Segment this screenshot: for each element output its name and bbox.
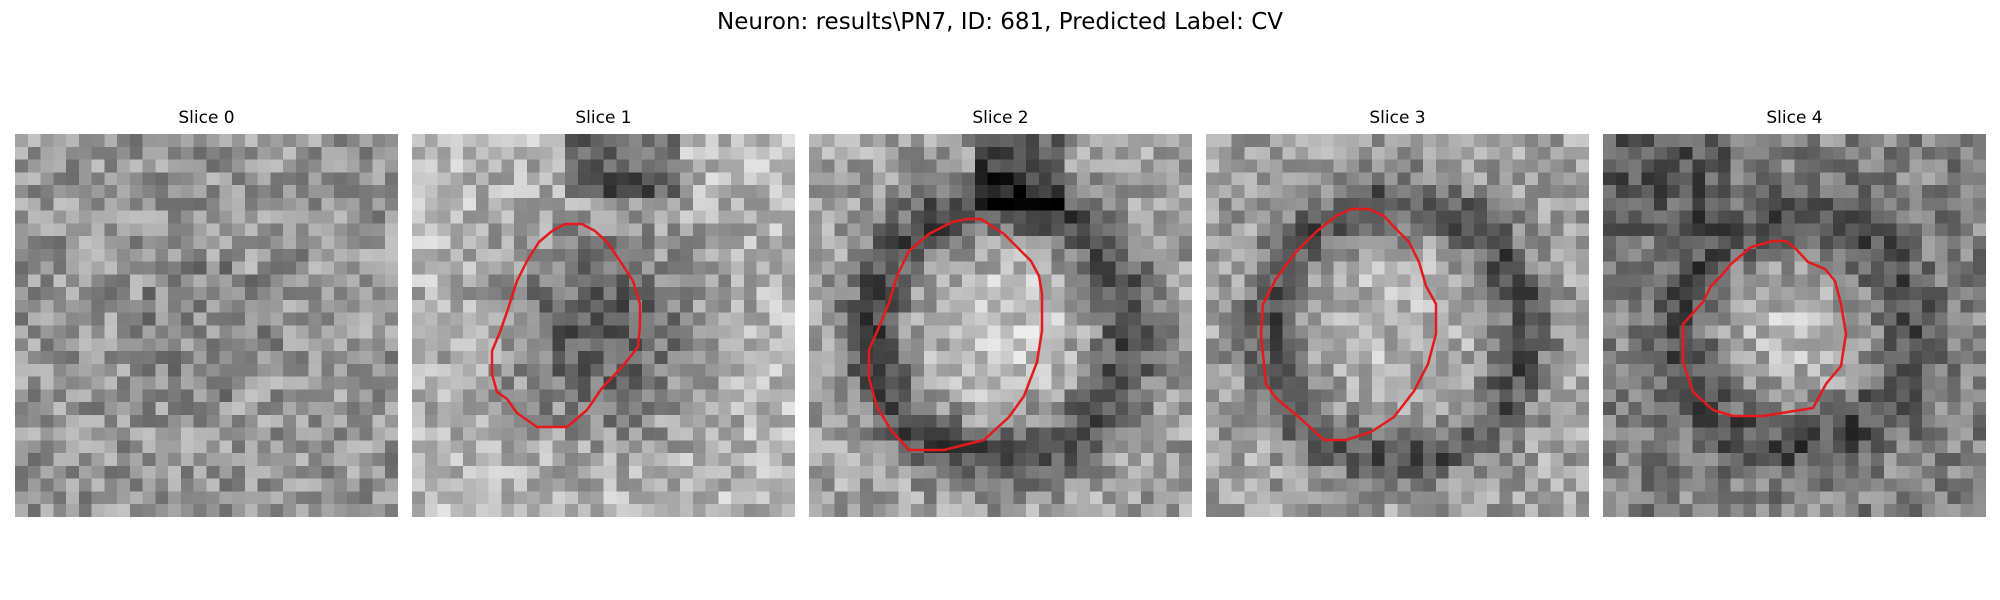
slice-contour-overlay [1681, 239, 1848, 418]
segmentation-contour [867, 217, 1044, 452]
slice-title: Slice 4 [1766, 108, 1823, 128]
slice-contour-overlay [1259, 207, 1438, 442]
segmentation-contour [490, 222, 642, 429]
slice-panel-4: Slice 4 [1603, 108, 1986, 517]
segmentation-contour [1259, 207, 1438, 442]
slice-heatmap [1206, 134, 1589, 517]
slice-heatmap [1603, 134, 1986, 517]
figure-title: Neuron: results\PN7, ID: 681, Predicted … [717, 9, 1283, 35]
slice-contour-overlay [867, 217, 1044, 452]
slice-panel-1: Slice 1 [412, 108, 795, 517]
slice-title: Slice 0 [178, 108, 235, 128]
slice-heatmap [809, 134, 1192, 517]
slice-panel-3: Slice 3 [1206, 108, 1589, 517]
slice-image-0 [15, 134, 398, 517]
slice-title: Slice 3 [1369, 108, 1426, 128]
slice-image-4 [1603, 134, 1986, 517]
slice-image-2 [809, 134, 1192, 517]
slice-panel-2: Slice 2 [809, 108, 1192, 517]
slice-image-3 [1206, 134, 1589, 517]
slice-title: Slice 2 [972, 108, 1029, 128]
slice-heatmap [412, 134, 795, 517]
slice-title: Slice 1 [575, 108, 632, 128]
slice-heatmap [15, 134, 398, 517]
slice-image-1 [412, 134, 795, 517]
slice-contour-overlay [490, 222, 642, 429]
segmentation-contour [1681, 239, 1848, 418]
slice-panel-0: Slice 0 [15, 108, 398, 517]
